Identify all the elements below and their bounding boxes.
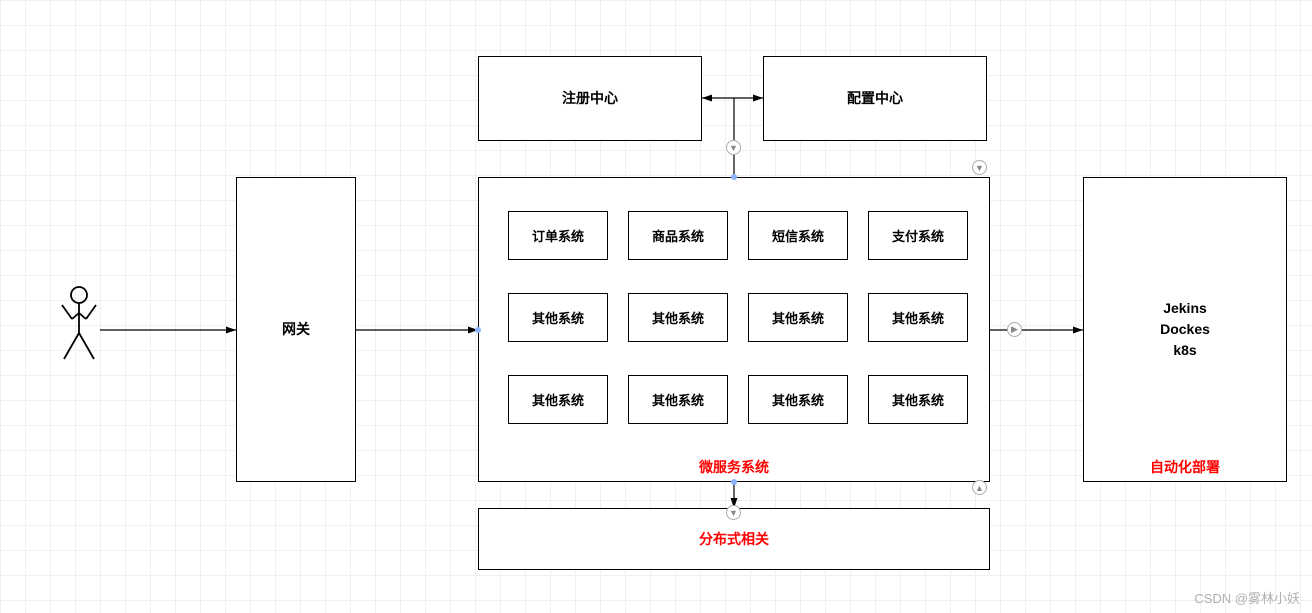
node-config-label: 配置中心 — [847, 88, 903, 109]
editor-handle-icon[interactable]: ▲ — [972, 480, 987, 495]
node-register-label: 注册中心 — [562, 88, 618, 109]
anchor-dot-icon[interactable] — [731, 479, 737, 485]
microservice-cell[interactable]: 商品系统 — [628, 211, 728, 260]
anchor-dot-icon[interactable] — [731, 174, 737, 180]
watermark: CSDN @雾林小妖 — [1194, 588, 1300, 607]
actor-icon — [58, 285, 108, 375]
microservice-cell[interactable]: 短信系统 — [748, 211, 848, 260]
node-deploy-label: Jekins Dockes k8s — [1160, 298, 1210, 361]
microservice-cell[interactable]: 其他系统 — [748, 293, 848, 342]
microservice-cell[interactable]: 其他系统 — [508, 293, 608, 342]
node-microservice-label: 微服务系统 — [699, 457, 769, 477]
node-distributed-label: 分布式相关 — [699, 529, 769, 549]
microservice-cell[interactable]: 支付系统 — [868, 211, 968, 260]
microservice-cell[interactable]: 其他系统 — [628, 293, 728, 342]
microservice-cell[interactable]: 其他系统 — [868, 375, 968, 424]
anchor-dot-icon[interactable] — [475, 327, 481, 333]
microservice-cell[interactable]: 其他系统 — [868, 293, 968, 342]
microservice-cell[interactable]: 其他系统 — [748, 375, 848, 424]
node-deploy[interactable]: Jekins Dockes k8s 自动化部署 — [1083, 177, 1287, 482]
microservice-cell[interactable]: 其他系统 — [628, 375, 728, 424]
microservice-cell[interactable]: 其他系统 — [508, 375, 608, 424]
microservice-cell[interactable]: 订单系统 — [508, 211, 608, 260]
node-register-center[interactable]: 注册中心 — [478, 56, 702, 141]
node-config-center[interactable]: 配置中心 — [763, 56, 987, 141]
node-deploy-bottom-label: 自动化部署 — [1150, 457, 1220, 477]
node-gateway-label: 网关 — [282, 319, 310, 340]
editor-handle-icon[interactable]: ▶ — [1007, 322, 1022, 337]
editor-handle-icon[interactable]: ▼ — [726, 140, 741, 155]
node-gateway[interactable]: 网关 — [236, 177, 356, 482]
editor-handle-icon[interactable]: ▼ — [972, 160, 987, 175]
editor-handle-icon[interactable]: ▼ — [726, 505, 741, 520]
